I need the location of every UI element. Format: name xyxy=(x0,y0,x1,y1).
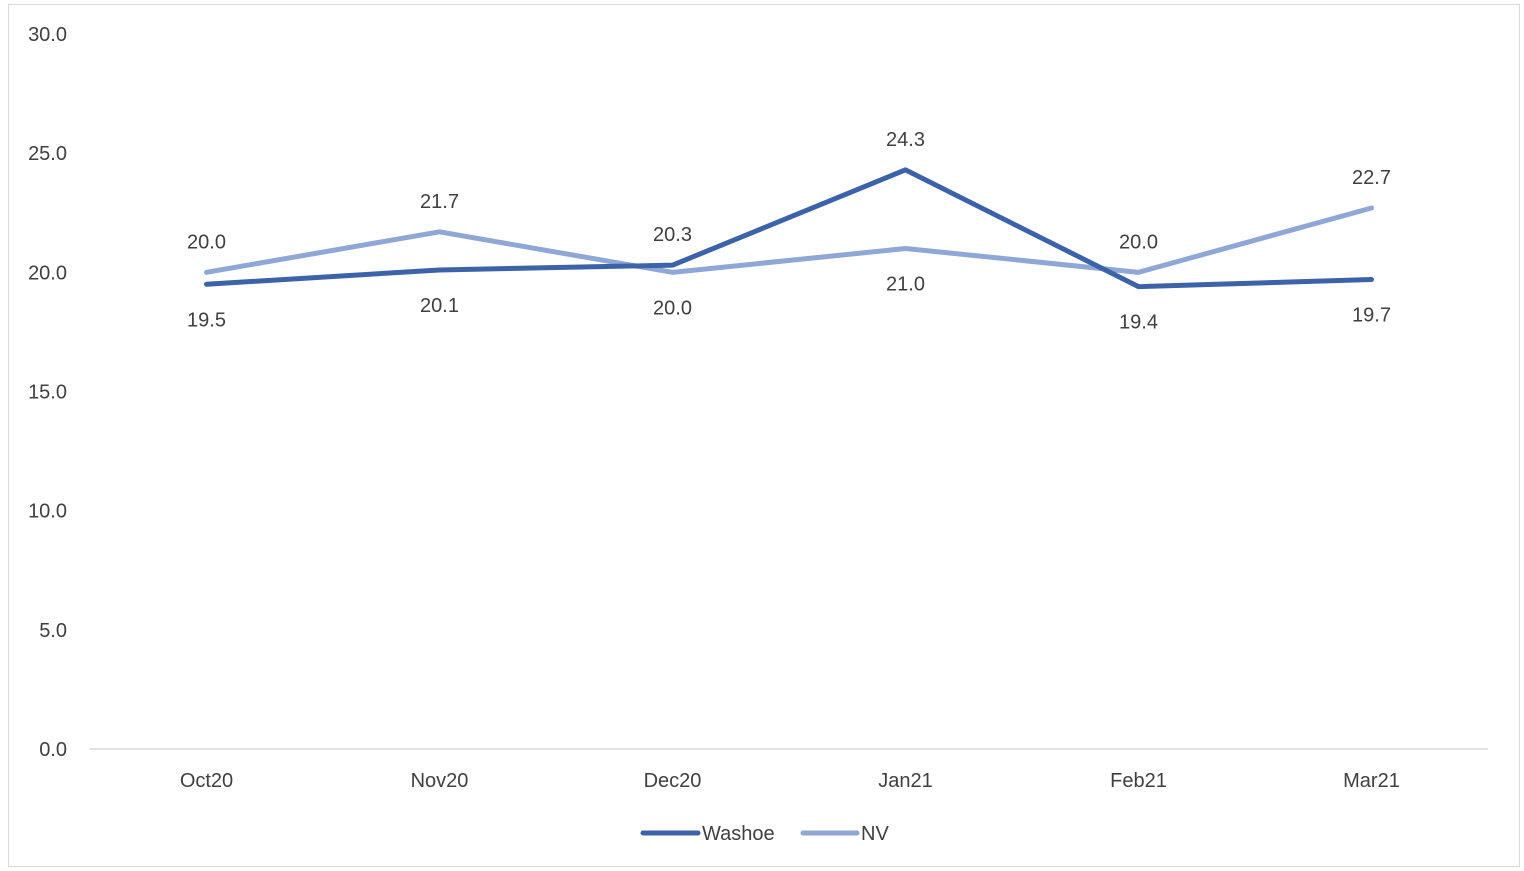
data-label-nv: 21.0 xyxy=(886,274,925,296)
chart-frame xyxy=(8,4,1520,867)
x-axis-tick-labels: Oct20 Nov20 Dec20 Jan21 Feb21 Mar21 xyxy=(180,770,1400,792)
legend-label-washoe: Washoe xyxy=(702,823,775,845)
x-tick-label: Feb21 xyxy=(1110,770,1167,792)
data-label-washoe: 19.5 xyxy=(187,309,226,331)
series-lines xyxy=(204,167,1374,290)
y-tick-label: 15.0 xyxy=(28,382,67,404)
data-label-nv: 22.7 xyxy=(1352,167,1391,189)
y-axis-tick-labels: 0.0 5.0 10.0 15.0 20.0 25.0 30.0 xyxy=(28,24,67,761)
y-tick-label: 25.0 xyxy=(28,143,67,165)
data-label-nv: 20.0 xyxy=(187,231,226,253)
x-tick-label: Dec20 xyxy=(644,770,702,792)
data-labels: 19.5 20.1 20.3 24.3 19.4 19.7 20.0 21.7 20.0 21.0… xyxy=(187,129,1391,334)
data-label-washoe: 20.1 xyxy=(420,295,459,317)
y-tick-label: 0.0 xyxy=(39,739,67,761)
legend-label-nv: NV xyxy=(861,823,889,845)
x-tick-label: Nov20 xyxy=(411,770,469,792)
data-label-washoe: 19.4 xyxy=(1119,312,1158,334)
x-tick-label: Mar21 xyxy=(1343,770,1400,792)
data-label-nv: 21.7 xyxy=(420,191,459,213)
data-label-washoe: 19.7 xyxy=(1352,304,1391,326)
y-tick-label: 5.0 xyxy=(39,620,67,642)
data-label-nv: 20.0 xyxy=(653,297,692,319)
x-tick-label: Oct20 xyxy=(180,770,233,792)
y-tick-label: 20.0 xyxy=(28,262,67,284)
x-tick-label: Jan21 xyxy=(878,770,933,792)
series-line-nv xyxy=(204,205,1374,275)
y-tick-label: 10.0 xyxy=(28,501,67,523)
y-tick-label: 30.0 xyxy=(28,24,67,46)
data-label-washoe: 24.3 xyxy=(886,129,925,151)
legend: Washoe NV xyxy=(640,823,889,845)
data-label-washoe: 20.3 xyxy=(653,224,692,246)
data-label-nv: 20.0 xyxy=(1119,231,1158,253)
series-line-washoe xyxy=(204,167,1374,290)
